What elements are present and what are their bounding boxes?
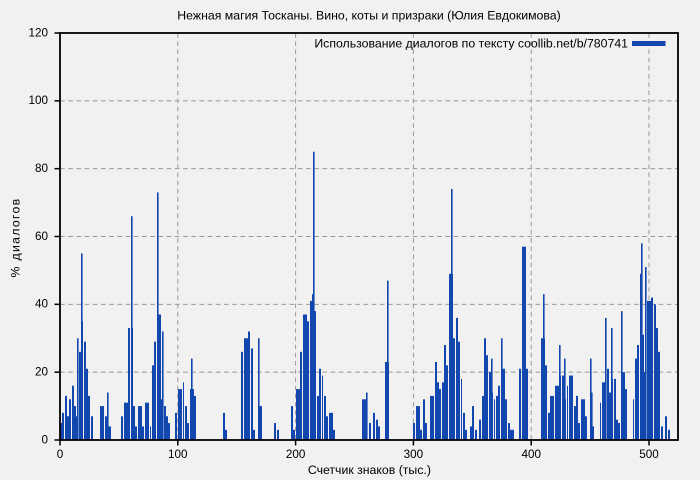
svg-text:120: 120 bbox=[28, 26, 48, 39]
svg-text:400: 400 bbox=[521, 448, 541, 461]
svg-text:Использование диалогов по текс: Использование диалогов по тексту coollib… bbox=[314, 37, 628, 51]
svg-text:20: 20 bbox=[35, 366, 49, 379]
svg-text:Счетчик знаков (тыс.): Счетчик знаков (тыс.) bbox=[308, 463, 431, 477]
svg-text:200: 200 bbox=[286, 448, 306, 461]
svg-text:0: 0 bbox=[57, 448, 64, 461]
svg-text:40: 40 bbox=[35, 298, 49, 311]
svg-text:80: 80 bbox=[35, 162, 49, 175]
svg-text:0: 0 bbox=[41, 433, 48, 446]
svg-text:100: 100 bbox=[168, 448, 188, 461]
svg-text:500: 500 bbox=[639, 448, 659, 461]
svg-text:60: 60 bbox=[35, 230, 49, 243]
svg-text:300: 300 bbox=[404, 448, 424, 461]
svg-text:Нежная магия Тосканы. Вино, ко: Нежная магия Тосканы. Вино, коты и призр… bbox=[177, 8, 560, 22]
svg-text:100: 100 bbox=[28, 94, 48, 107]
svg-text:% диалогов: % диалогов bbox=[9, 198, 23, 278]
